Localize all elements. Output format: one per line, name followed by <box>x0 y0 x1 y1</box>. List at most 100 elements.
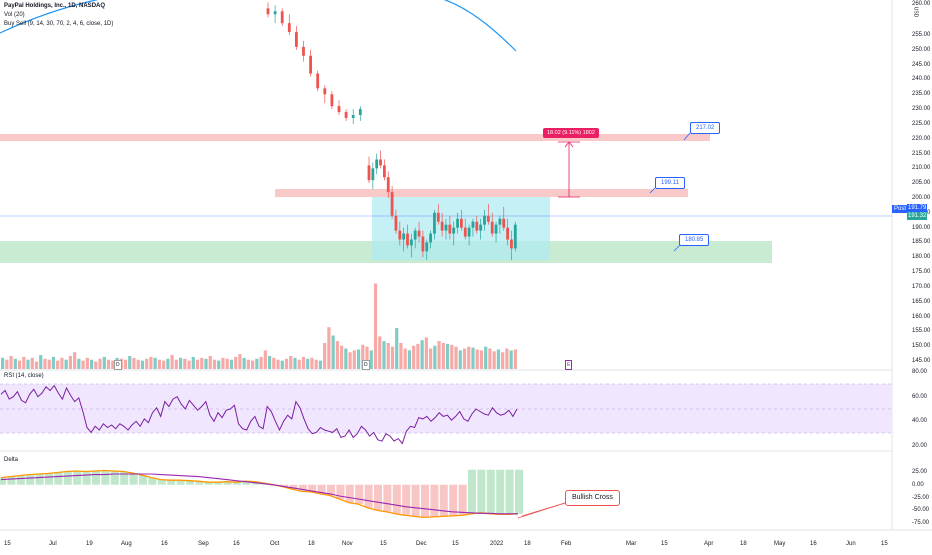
delta-histogram <box>0 469 523 518</box>
rsi-title: RSI (14, close) <box>4 373 44 379</box>
time-tick: Sep <box>198 541 209 547</box>
delta-hist-bar <box>486 469 495 514</box>
earnings-marker-nov[interactable]: D <box>362 360 370 370</box>
volume-bar <box>174 359 178 369</box>
volume-bar <box>187 360 191 369</box>
volume-bar <box>22 356 26 369</box>
delta-hist-bar <box>82 471 91 485</box>
candle-body <box>483 215 486 225</box>
earnings-marker[interactable]: E <box>565 360 573 370</box>
volume-bar <box>178 357 183 369</box>
volume-bar <box>462 348 467 369</box>
volume-bar <box>301 356 306 369</box>
price-tick: 175.00 <box>912 269 931 276</box>
delta-title: Delta <box>4 457 19 463</box>
dividend-marker[interactable]: D <box>114 360 122 370</box>
volume-bar <box>34 361 39 369</box>
volume-bar <box>429 348 433 369</box>
price-tick: 230.00 <box>912 106 931 113</box>
candle-body <box>494 224 498 234</box>
delta-hist-bar <box>505 469 514 514</box>
volume-bar <box>412 345 416 369</box>
time-tick: 16 <box>810 541 817 547</box>
support-callout[interactable]: 180.85 <box>679 234 710 246</box>
delta-hist-bar <box>421 484 429 518</box>
volume-bar <box>102 356 106 369</box>
volume-bar <box>238 354 242 369</box>
bullish-cross-pointer-2 <box>517 502 566 519</box>
delta-hist-bar <box>223 481 232 485</box>
post-tag[interactable]: Post <box>892 205 909 213</box>
candle-body <box>429 233 432 243</box>
strategy-indicator-title: Buy Sell (9, 14, 30, 70, 2, 4, 6, close,… <box>4 21 114 27</box>
candle-body <box>475 221 479 231</box>
volume-bar <box>382 341 386 369</box>
price-tick: 190.00 <box>912 224 931 231</box>
delta-hist-bar <box>148 477 157 485</box>
resistance-zone <box>0 134 710 141</box>
candle-body <box>394 215 398 231</box>
volume-bar <box>395 328 399 369</box>
delta-hist-bar <box>336 484 345 500</box>
candle-body <box>367 165 371 181</box>
volume-bar <box>399 342 403 369</box>
delta-hist-bar <box>186 480 194 485</box>
price-tick: 185.00 <box>912 239 931 246</box>
candle-body <box>287 23 291 33</box>
time-tick: 15 <box>452 541 459 547</box>
price-tick: 235.00 <box>912 91 931 98</box>
volume-bar <box>255 358 259 369</box>
candle-body <box>471 221 475 228</box>
rsi-tick: 20.00 <box>912 443 928 449</box>
volume-bar <box>221 357 225 369</box>
candle-body <box>448 224 452 234</box>
volume-bar <box>492 351 496 369</box>
volume-bar <box>162 360 166 369</box>
delta-hist-bar <box>327 484 335 496</box>
volume-bar <box>475 349 479 369</box>
volume-bar <box>488 348 492 369</box>
candle-body <box>460 218 463 228</box>
delta-hist-bar <box>289 484 298 490</box>
candle-body <box>490 221 494 234</box>
time-tick: Jun <box>846 541 856 547</box>
callout-pointer-180 <box>673 244 681 252</box>
volume-bar <box>39 355 43 369</box>
delta-hist-bar <box>195 481 204 485</box>
volume-bar <box>267 355 272 369</box>
candle-body <box>409 239 413 246</box>
volume-bar <box>356 349 361 369</box>
delta-hist-bar <box>63 471 72 485</box>
volume-bar <box>420 340 424 369</box>
volume-bar <box>390 346 395 369</box>
volume-bar <box>85 357 89 369</box>
time-tick: 16 <box>233 541 240 547</box>
candle-body <box>398 230 402 240</box>
volume-bar <box>344 348 348 369</box>
candle-body <box>413 230 417 240</box>
delta-hist-bar <box>167 480 176 485</box>
volume-bar <box>123 359 128 369</box>
resistance-callout[interactable]: 217.02 <box>690 122 721 134</box>
volume-bar <box>183 358 187 369</box>
delta-hist-bar <box>26 474 35 485</box>
delta-hist-bar <box>411 484 420 517</box>
candle-body <box>386 177 390 193</box>
delta-tick: -75.00 <box>912 520 930 526</box>
volume-bar <box>306 358 310 369</box>
mid-callout[interactable]: 199.11 <box>655 177 685 189</box>
rsi-line <box>0 384 518 445</box>
volume-bar <box>13 358 17 369</box>
bullish-cross-callout[interactable]: Bullish Cross <box>565 490 620 506</box>
volume-bar <box>77 358 81 369</box>
candle-body <box>280 11 284 24</box>
volume-bar <box>424 337 428 369</box>
volume-bar <box>229 359 234 369</box>
price-tick: 255.00 <box>912 32 931 38</box>
delta-hist-bar <box>92 470 100 485</box>
time-tick: 18 <box>308 541 315 547</box>
delta-hist-bar <box>280 484 288 487</box>
price-tick: 160.00 <box>912 313 931 320</box>
volume-bar <box>433 345 437 369</box>
